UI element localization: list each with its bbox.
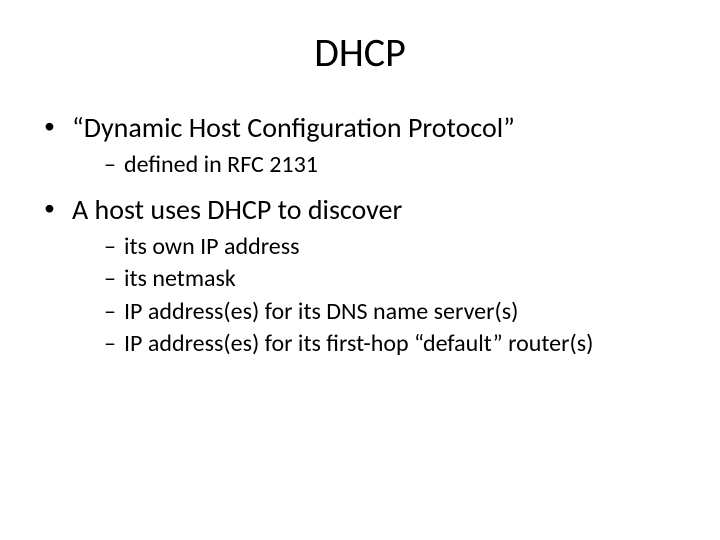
bullet-level2: – defined in RFC 2131 xyxy=(104,149,680,181)
bullet-level2: – IP address(es) for its first-hop “defa… xyxy=(104,328,680,360)
bullet-marker: • xyxy=(44,191,72,224)
sub-bullet-group: – defined in RFC 2131 xyxy=(44,149,680,181)
bullet-level1: • A host uses DHCP to discover xyxy=(44,191,680,229)
sub-bullet-text: IP address(es) for its DNS name server(s… xyxy=(124,296,680,328)
bullet-level1: • “Dynamic Host Configuration Protocol” xyxy=(44,109,680,147)
dash-marker: – xyxy=(104,149,124,181)
sub-bullet-text: IP address(es) for its first-hop “defaul… xyxy=(124,328,680,360)
sub-bullet-text: defined in RFC 2131 xyxy=(124,149,680,181)
sub-bullet-text: its netmask xyxy=(124,263,680,295)
slide-title: DHCP xyxy=(0,28,720,77)
bullet-marker: • xyxy=(44,109,72,142)
bullet-level2: – its netmask xyxy=(104,263,680,295)
bullet-level2: – IP address(es) for its DNS name server… xyxy=(104,296,680,328)
bullet-text: “Dynamic Host Configuration Protocol” xyxy=(72,109,680,147)
slide-content: • “Dynamic Host Configuration Protocol” … xyxy=(0,109,720,361)
sub-bullet-text: its own IP address xyxy=(124,231,680,263)
slide: DHCP • “Dynamic Host Configuration Proto… xyxy=(0,0,720,540)
dash-marker: – xyxy=(104,296,124,328)
dash-marker: – xyxy=(104,328,124,360)
bullet-text: A host uses DHCP to discover xyxy=(72,191,680,229)
bullet-level2: – its own IP address xyxy=(104,231,680,263)
sub-bullet-group: – its own IP address – its netmask – IP … xyxy=(44,231,680,361)
dash-marker: – xyxy=(104,231,124,263)
dash-marker: – xyxy=(104,263,124,295)
